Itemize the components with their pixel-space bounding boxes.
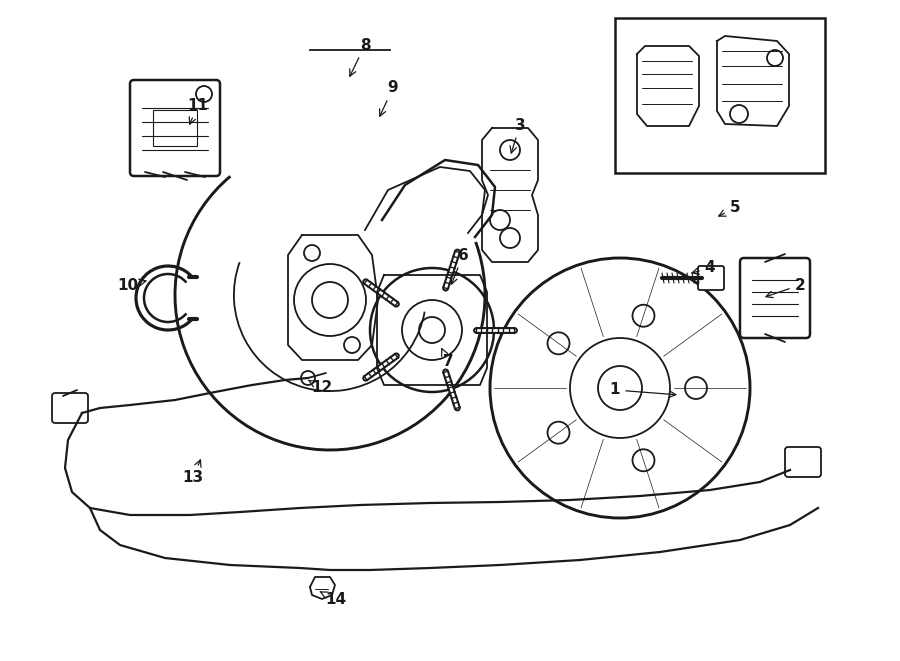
Bar bbox=[153, 110, 197, 146]
Text: 13: 13 bbox=[183, 460, 203, 485]
Text: 8: 8 bbox=[350, 38, 370, 76]
Text: 4: 4 bbox=[692, 260, 716, 276]
Text: 14: 14 bbox=[320, 592, 346, 607]
FancyBboxPatch shape bbox=[740, 258, 810, 338]
Text: 6: 6 bbox=[451, 247, 468, 284]
Text: 9: 9 bbox=[380, 81, 399, 116]
Text: 1: 1 bbox=[610, 383, 676, 397]
Bar bbox=[615, 18, 825, 173]
Text: 10: 10 bbox=[117, 278, 146, 293]
FancyBboxPatch shape bbox=[52, 393, 88, 423]
Text: 12: 12 bbox=[309, 380, 333, 395]
FancyBboxPatch shape bbox=[698, 266, 724, 290]
Text: 2: 2 bbox=[766, 278, 806, 297]
Text: 7: 7 bbox=[442, 348, 454, 369]
FancyBboxPatch shape bbox=[785, 447, 821, 477]
Text: 3: 3 bbox=[510, 118, 526, 153]
FancyBboxPatch shape bbox=[130, 80, 220, 176]
Text: 11: 11 bbox=[187, 98, 209, 124]
Text: 5: 5 bbox=[719, 200, 741, 216]
